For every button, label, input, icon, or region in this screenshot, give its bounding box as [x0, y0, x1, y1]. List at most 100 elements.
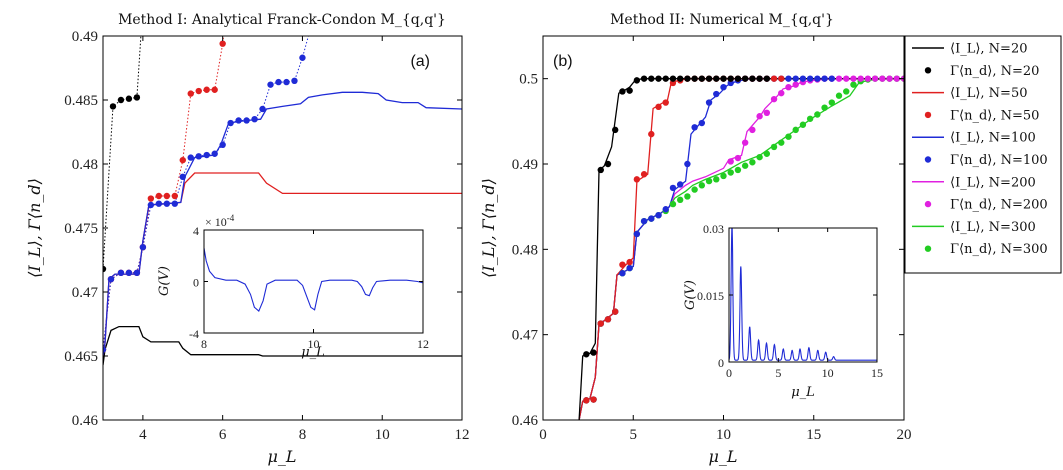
data-point-n_N200 — [770, 95, 778, 103]
data-point-n_N300 — [734, 166, 742, 174]
legend-box — [904, 35, 1062, 274]
inset-a-line — [204, 247, 423, 313]
y-tick-label: 0.46 — [512, 413, 539, 429]
y-tick-label: 0.015 — [697, 289, 724, 303]
data-point-n_N100 — [235, 117, 242, 124]
data-point-n_N100 — [275, 78, 282, 86]
panel-b-inset-ticks: 0 5 10 15 0 0.015 0.03 — [697, 222, 883, 380]
y-tick-label: 0.48 — [512, 242, 538, 258]
data-point-n_N20 — [648, 75, 655, 82]
panel-b-xlabel: μ_L — [708, 447, 737, 466]
data-point-n_N100 — [705, 99, 713, 106]
x-tick-label: 6 — [219, 427, 227, 443]
data-point-n_N50 — [203, 86, 210, 93]
panel-b-inset-ylabel: G(V) — [683, 280, 698, 310]
y-tick-label: 0.465 — [64, 349, 98, 365]
data-point-n_N300 — [720, 172, 727, 180]
data-point-n_N100 — [806, 75, 814, 82]
data-point-n_N100 — [171, 200, 178, 207]
data-point-n_N300 — [676, 196, 684, 204]
x-tick-label: 0 — [539, 427, 547, 443]
data-point-n_N50 — [662, 99, 669, 106]
inset-b-line — [729, 228, 877, 361]
data-point-n_N100 — [179, 173, 186, 180]
x-tick-label: 12 — [417, 337, 429, 351]
data-point-n_N50 — [171, 192, 178, 200]
panel-a-inset-ylabel: G(V) — [157, 266, 172, 296]
panel-a-inset-ticks: 8 10 12 -4 0 4 — [189, 224, 429, 351]
data-point-n_N100 — [283, 78, 290, 86]
data-point-n_N200 — [749, 126, 756, 134]
data-point-n_N100 — [821, 75, 828, 82]
data-point-n_N20 — [684, 75, 691, 82]
panel-b-ylabel: ⟨I_L⟩, Γ⟨n_d⟩ — [479, 178, 498, 278]
y-tick-label: 0 — [193, 276, 199, 290]
data-point-n_N50 — [640, 171, 648, 178]
data-point-n_N100 — [163, 200, 171, 207]
x-tick-label: 5 — [630, 427, 638, 443]
data-point-n_N200 — [857, 75, 864, 82]
data-point-n_N100 — [187, 154, 194, 161]
panel-a-ylabel: ⟨I_L⟩, Γ⟨n_d⟩ — [25, 178, 44, 278]
data-point-n_N20 — [133, 94, 141, 101]
data-point-n_N100 — [785, 75, 792, 82]
data-point-n_N100 — [662, 206, 669, 213]
data-point-n_N20 — [103, 265, 107, 273]
data-point-n_N300 — [713, 176, 720, 183]
panel-b-label: (b) — [553, 53, 573, 70]
x-tick-label: 8 — [299, 427, 307, 443]
data-point-n_N20 — [612, 126, 619, 134]
data-point-n_N300 — [799, 121, 807, 128]
legend-label: Γ⟨n_d⟩, N=100 — [950, 153, 1048, 168]
x-tick-label: 20 — [897, 427, 912, 443]
x-tick-label: 15 — [871, 366, 883, 380]
legend-dot-swatch — [924, 111, 932, 119]
panel-b-inset-xlabel: μ_L — [791, 385, 815, 400]
panel-b-data — [578, 75, 904, 420]
panel-b-inset: 0 5 10 15 0 0.015 0.03 μ_L G(V) — [683, 222, 883, 400]
data-point-n_N20 — [604, 160, 612, 168]
legend-label: ⟨I_L⟩, N=100 — [950, 131, 1036, 146]
panel-a-title: Method I: Analytical Franck-Condon M_{q,… — [118, 12, 446, 28]
data-point-n_N100 — [103, 346, 107, 353]
data-point-n_N20 — [590, 349, 597, 356]
data-point-n_N50 — [163, 192, 171, 200]
data-point-n_N20 — [669, 75, 677, 82]
data-point-n_N100 — [243, 117, 250, 124]
data-point-n_N100 — [227, 119, 234, 127]
data-point-n_N20 — [756, 75, 763, 82]
data-point-n_N20 — [125, 95, 133, 102]
data-point-n_N100 — [655, 212, 662, 219]
data-point-n_N200 — [792, 81, 799, 88]
data-point-n_N100 — [259, 105, 266, 113]
y-tick-label: 0.48 — [72, 157, 98, 173]
data-point-n_N300 — [763, 150, 771, 157]
panel-b-ticks: 0 5 10 15 20 0.46 0.47 0.48 0.49 0.5 — [512, 36, 912, 443]
x-tick-label: 0 — [726, 366, 732, 380]
series-dotted-join_N20 — [103, 36, 142, 270]
data-point-n_N200 — [850, 75, 857, 82]
data-point-n_N300 — [727, 169, 734, 176]
data-point-n_N300 — [770, 143, 778, 151]
y-tick-label: 0.5 — [519, 72, 538, 88]
data-point-n_N20 — [583, 351, 590, 358]
data-point-n_N200 — [864, 75, 872, 82]
data-point-n_N50 — [583, 397, 590, 404]
data-point-n_N100 — [713, 90, 720, 98]
data-point-n_N100 — [720, 84, 727, 91]
panel-b-title: Method II: Numerical M_{q,q'} — [610, 12, 834, 28]
data-point-n_N300 — [684, 193, 691, 200]
data-point-n_N100 — [814, 75, 821, 82]
data-point-n_N20 — [763, 75, 771, 82]
inset-scale-exponent: -4 — [227, 213, 235, 223]
data-point-n_N100 — [211, 150, 218, 157]
data-point-n_N200 — [763, 109, 771, 117]
legend-label: Γ⟨n_d⟩, N=20 — [950, 64, 1039, 79]
x-tick-label: 12 — [455, 427, 470, 443]
data-point-n_N100 — [676, 181, 684, 188]
legend: ⟨I_L⟩, N=20 Γ⟨n_d⟩, N=20 ⟨I_L⟩, N=50 Γ⟨n_d⟩… — [904, 35, 1062, 274]
data-point-n_N20 — [713, 75, 720, 82]
data-point-n_N20 — [741, 75, 749, 82]
data-point-n_N100 — [792, 75, 799, 82]
